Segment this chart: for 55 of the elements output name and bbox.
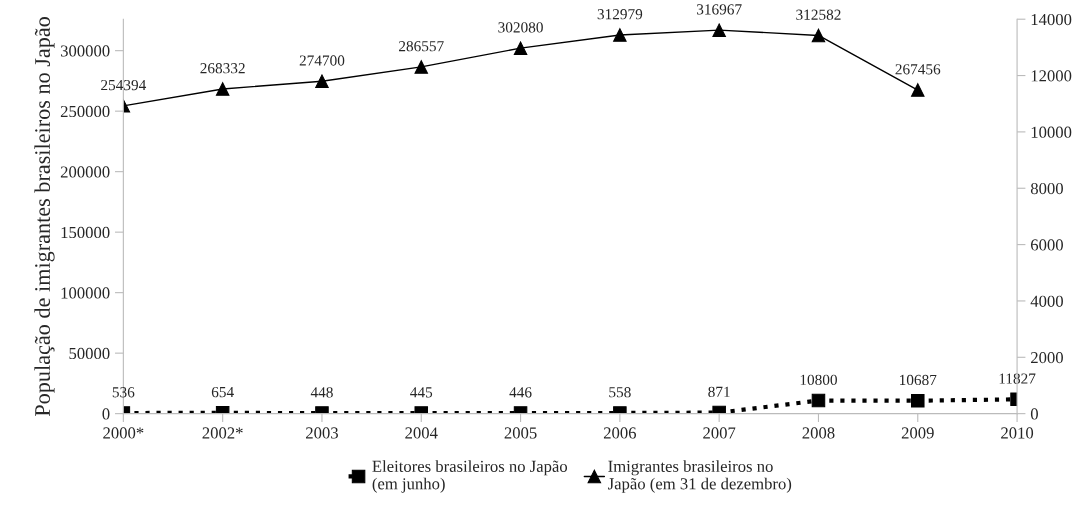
point [613, 28, 627, 42]
data-label: 316967 [696, 4, 742, 15]
data-label: 654 [211, 386, 234, 398]
x-tick-label: 2009 [901, 427, 934, 439]
data-label: 254394 [101, 79, 147, 91]
y-tick-label: 0 [102, 408, 110, 420]
data-label: 302080 [498, 22, 543, 33]
point [513, 41, 528, 55]
data-label: 11827 [999, 373, 1036, 384]
y2-tick-label: 12000 [1031, 70, 1072, 82]
data-label: 871 [708, 386, 730, 397]
point [315, 74, 329, 89]
point [911, 83, 925, 97]
y2-tick-label: 0 [1030, 408, 1038, 420]
y2-tick-label: 8000 [1030, 182, 1063, 195]
y-tick-label: 150000 [61, 226, 110, 239]
y-tick-label: 100000 [61, 287, 110, 299]
data-label: 268332 [200, 63, 245, 74]
data-label: 312979 [597, 9, 643, 20]
x-tick-label: 2008 [802, 427, 835, 439]
y-tick-label: 200000 [60, 166, 110, 178]
y-tick-label: 50000 [69, 347, 110, 360]
x-tick-label: 2003 [306, 427, 338, 439]
y-tick-label: 250000 [60, 105, 110, 118]
y2-tick-label: 2000 [1031, 351, 1063, 364]
y-axis-title: População de imigrantes brasileiros no Japão [34, 17, 55, 417]
x-tick-label: 2006 [603, 427, 637, 439]
y2-tick-label: 4000 [1030, 295, 1063, 307]
data-label: 267456 [895, 64, 941, 75]
y2-tick-label: 14000 [1031, 13, 1072, 26]
data-label: 10687 [900, 374, 937, 386]
point [215, 82, 230, 96]
data-label: 312582 [796, 9, 841, 20]
point [712, 23, 726, 37]
data-label: 286557 [399, 41, 444, 52]
data-label: 445 [410, 387, 433, 398]
data-label: 274700 [299, 55, 345, 66]
point [811, 28, 826, 43]
data-label: 558 [609, 387, 631, 398]
y2-tick-label: 6000 [1030, 239, 1063, 251]
x-tick-label: 2000* [103, 427, 144, 439]
x-tick-label: 2007 [703, 427, 736, 439]
x-tick-label: 2004 [405, 427, 438, 439]
data-label: 448 [310, 387, 333, 398]
x-tick-label: 2010 [1001, 427, 1034, 439]
y2-tick-label: 10000 [1031, 126, 1072, 138]
data-label: 10800 [800, 374, 837, 385]
y-tick-label: 300000 [60, 45, 110, 57]
data-label: 446 [509, 387, 532, 398]
x-tick-label: 2005 [504, 427, 537, 439]
x-tick-label: 2002* [202, 427, 243, 439]
legend-label: Imigrantes brasileiros no Japão (em 31 de dezembro) [608, 460, 792, 493]
point [414, 60, 429, 74]
data-label: 536 [112, 387, 135, 398]
legend-label: Eleitores brasileiros no Japão (em junho) [372, 460, 568, 493]
